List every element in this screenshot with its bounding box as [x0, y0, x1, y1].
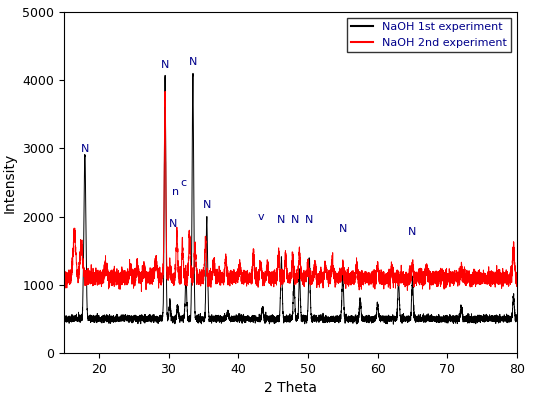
Text: N: N	[338, 224, 347, 234]
Text: N: N	[291, 215, 300, 225]
Text: N: N	[203, 200, 211, 210]
X-axis label: 2 Theta: 2 Theta	[264, 381, 317, 395]
Legend: NaOH 1st experiment, NaOH 2nd experiment: NaOH 1st experiment, NaOH 2nd experiment	[346, 18, 512, 52]
Text: v: v	[257, 212, 264, 222]
Text: N: N	[169, 219, 177, 229]
Text: N: N	[80, 144, 89, 154]
Text: c: c	[181, 178, 187, 188]
Text: N: N	[277, 215, 286, 225]
Text: n: n	[172, 187, 179, 197]
Y-axis label: Intensity: Intensity	[3, 152, 17, 213]
Text: N: N	[161, 60, 169, 70]
Text: N: N	[189, 57, 197, 67]
Text: N: N	[408, 227, 417, 237]
Text: N: N	[305, 215, 313, 225]
